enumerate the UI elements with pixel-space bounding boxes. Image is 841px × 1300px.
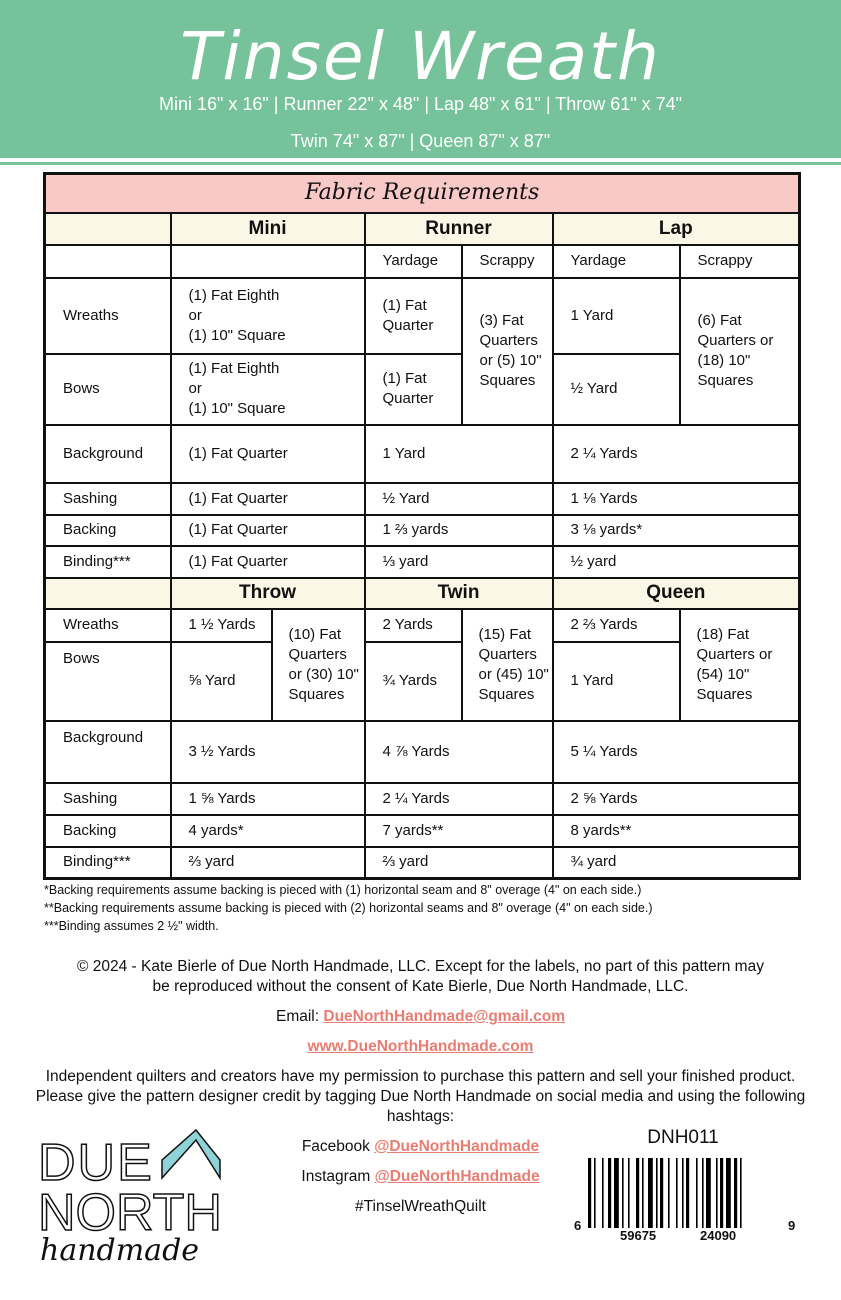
facebook-link[interactable]: @DueNorthHandmade: [374, 1138, 540, 1155]
footnote: *Backing requirements assume backing is …: [44, 883, 642, 897]
table-row: Background 3 ½ Yards 4 ⅞ Yards 5 ¼ Yards: [43, 719, 801, 784]
col-runner: Runner: [363, 211, 554, 246]
table-row: Background (1) Fat Quarter 1 Yard 2 ¼ Yards: [43, 423, 801, 484]
col-throw: Throw: [169, 576, 366, 610]
col-twin: Twin: [363, 576, 554, 610]
sub-scrappy: Scrappy: [460, 243, 554, 279]
table-row: Bows ⅝ Yard ¾ Yards 1 Yard: [43, 640, 800, 722]
fabric-requirements-table: Fabric Requirements Mini Runner Lap Yardag…: [43, 172, 802, 880]
table-row: Sashing 1 ⅝ Yards 2 ¼ Yards 2 ⅝ Yards: [43, 781, 801, 816]
barcode-bar: [636, 1158, 640, 1228]
website-link[interactable]: www.DueNorthHandmade.com: [307, 1038, 534, 1055]
barcode-bar: [656, 1158, 658, 1228]
svg-text:NORTH: NORTH: [38, 1184, 222, 1242]
barcode-bar: [660, 1158, 664, 1228]
copyright: © 2024 - Kate Bierle of Due North Handma…: [77, 958, 764, 995]
sizes-line-1: Mini 16" x 16" | Runner 22" x 48" | Lap …: [158, 94, 683, 114]
barcode-digits: 24090: [698, 1228, 739, 1243]
footnote: **Backing requirements assume backing is…: [44, 901, 653, 915]
barcode-bar: [716, 1158, 718, 1228]
facebook-line: Facebook @DueNorthHandmade: [301, 1138, 540, 1155]
table-row: Backing (1) Fat Quarter 1 ⅔ yards 3 ⅛ yards…: [43, 513, 801, 547]
table-row: Wreaths (1) Fat Eighth or (1) 10" Square…: [43, 276, 801, 426]
sub-scrappy: Scrappy: [678, 243, 801, 279]
sub-yardage: Yardage: [551, 243, 681, 279]
barcode-bar: [740, 1158, 742, 1228]
barcode-bar: [720, 1158, 724, 1228]
barcode-bar: [702, 1158, 704, 1228]
barcode-bar: [622, 1158, 624, 1228]
barcode-bar: [696, 1158, 698, 1228]
sku: DNH011: [647, 1127, 719, 1148]
barcode-digit: 9: [788, 1218, 796, 1233]
barcode-bar: [648, 1158, 653, 1228]
barcode-bar: [706, 1158, 711, 1228]
footnote: ***Binding assumes 2 ½" width.: [44, 919, 219, 933]
barcode-bar: [628, 1158, 630, 1228]
barcode-bar: [682, 1158, 684, 1228]
instagram-link[interactable]: @DueNorthHandmade: [374, 1168, 540, 1185]
table-row: Wreaths 1 ½ Yards (10) Fat Quarters or (…: [43, 607, 801, 722]
barcode-bar: [676, 1158, 678, 1228]
barcode-bar: [734, 1158, 738, 1228]
email-line: Email: DueNorthHandmade@gmail.com: [275, 1008, 565, 1025]
barcode-bar: [726, 1158, 731, 1228]
table-row: Binding*** (1) Fat Quarter ⅓ yard ½ yard: [43, 544, 801, 579]
table-row: Bows (1) Fat Eighth or (1) 10" Square (1…: [43, 352, 800, 426]
barcode-bar: [594, 1158, 596, 1228]
table-title: Fabric Requirements: [43, 172, 801, 214]
sizes-line-2: Twin 74" x 87" | Queen 87" x 87": [290, 131, 551, 151]
svg-text:DUE: DUE: [38, 1134, 154, 1192]
divider: [0, 162, 841, 165]
col-lap: Lap: [551, 211, 801, 246]
table-row: Binding*** ⅔ yard ⅔ yard ¾ yard: [43, 845, 801, 880]
barcode-bar: [614, 1158, 619, 1228]
due-north-logo: DUE NORTH handmade: [38, 1128, 223, 1268]
table-row: Backing 4 yards* 7 yards** 8 yards**: [43, 813, 801, 848]
permission-text: Independent quilters and creators have m…: [35, 1068, 806, 1125]
sub-yardage: Yardage: [363, 243, 463, 279]
footnotes: *Backing requirements assume backing is …: [44, 881, 653, 935]
page-title: Tinsel Wreath: [180, 18, 661, 95]
website-line: www.DueNorthHandmade.com: [0, 1037, 841, 1057]
barcode-bar: [668, 1158, 670, 1228]
barcode-bar: [608, 1158, 612, 1228]
barcode-bar: [588, 1158, 592, 1228]
col-queen: Queen: [551, 576, 801, 610]
barcode-bar: [642, 1158, 644, 1228]
barcode-bar: [686, 1158, 690, 1228]
barcode-bar: [602, 1158, 604, 1228]
header-banner: Tinsel Wreath Mini 16" x 16" | Runner 22…: [0, 0, 841, 158]
instagram-line: Instagram @DueNorthHandmade: [301, 1168, 540, 1185]
barcode-digits: 59675: [618, 1228, 659, 1243]
table-row: Sashing (1) Fat Quarter ½ Yard 1 ⅛ Yards: [43, 481, 801, 516]
col-mini: Mini: [169, 211, 366, 246]
email-link[interactable]: DueNorthHandmade@gmail.com: [323, 1008, 565, 1025]
barcode: [588, 1158, 742, 1228]
hashtag: #TinselWreathQuilt: [355, 1198, 486, 1215]
barcode-digit: 6: [574, 1218, 582, 1233]
svg-text:handmade: handmade: [40, 1233, 199, 1268]
